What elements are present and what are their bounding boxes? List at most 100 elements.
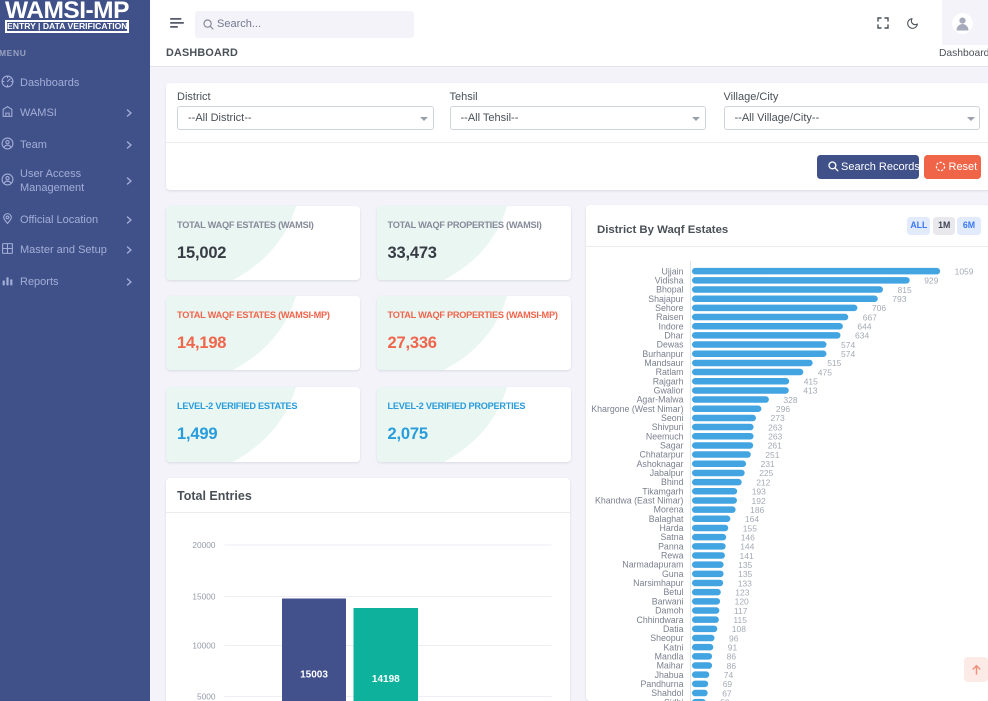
svg-text:263: 263	[768, 431, 782, 441]
svg-text:Maihar: Maihar	[657, 660, 684, 670]
svg-text:Agar-Malwa: Agar-Malwa	[637, 394, 684, 404]
svg-text:59: 59	[720, 697, 730, 701]
svg-text:135: 135	[738, 569, 752, 579]
svg-text:146: 146	[741, 532, 755, 542]
svg-text:86: 86	[727, 651, 737, 661]
svg-text:225: 225	[759, 468, 773, 478]
svg-text:Narmadapuram: Narmadapuram	[622, 559, 683, 569]
svg-text:67: 67	[722, 688, 732, 698]
svg-text:815: 815	[898, 284, 912, 294]
svg-text:667: 667	[863, 312, 877, 322]
svg-text:Bhopal: Bhopal	[656, 284, 683, 294]
svg-text:Harda: Harda	[660, 523, 684, 533]
svg-text:793: 793	[892, 294, 906, 304]
svg-text:Sehore: Sehore	[655, 303, 683, 313]
svg-text:Sidhi: Sidhi	[664, 697, 684, 701]
svg-text:Pandhurna: Pandhurna	[640, 678, 683, 688]
svg-text:Satna: Satna	[661, 532, 684, 542]
svg-text:Ratlam: Ratlam	[656, 367, 684, 377]
svg-text:929: 929	[924, 275, 938, 285]
svg-text:Jabalpur: Jabalpur	[650, 468, 684, 478]
svg-text:Rajgarh: Rajgarh	[653, 376, 684, 386]
svg-text:574: 574	[841, 349, 855, 359]
svg-text:Dewas: Dewas	[657, 339, 684, 349]
svg-text:Sagar: Sagar	[660, 440, 684, 450]
svg-text:Mandla: Mandla	[655, 651, 684, 661]
svg-text:634: 634	[855, 330, 869, 340]
svg-text:Jhabua: Jhabua	[655, 669, 684, 679]
svg-text:144: 144	[740, 541, 754, 551]
svg-text:Seoni: Seoni	[661, 413, 684, 423]
svg-text:Panna: Panna	[658, 541, 684, 551]
svg-text:186: 186	[750, 504, 764, 514]
svg-text:273: 273	[771, 413, 785, 423]
svg-text:Tikamgarh: Tikamgarh	[642, 486, 683, 496]
svg-text:192: 192	[752, 495, 766, 505]
svg-text:Ashoknagar: Ashoknagar	[637, 458, 684, 468]
svg-text:Vidisha: Vidisha	[655, 275, 684, 285]
svg-text:Bhind: Bhind	[661, 477, 684, 487]
svg-text:Chhatarpur: Chhatarpur	[639, 449, 683, 459]
svg-text:328: 328	[783, 394, 797, 404]
svg-text:Shahdol: Shahdol	[651, 688, 683, 698]
svg-text:10000: 10000	[192, 641, 215, 651]
svg-text:123: 123	[735, 587, 749, 597]
svg-text:115: 115	[733, 615, 747, 625]
svg-text:413: 413	[803, 385, 817, 395]
svg-text:5000: 5000	[197, 692, 216, 701]
svg-text:231: 231	[761, 459, 775, 469]
svg-text:Neemuch: Neemuch	[646, 431, 684, 441]
svg-text:86: 86	[727, 660, 737, 670]
svg-text:261: 261	[768, 440, 782, 450]
svg-text:Shivpuri: Shivpuri	[652, 422, 684, 432]
svg-text:Shajapur: Shajapur	[648, 293, 683, 303]
svg-text:96: 96	[729, 633, 739, 643]
svg-text:Rewa: Rewa	[661, 550, 684, 560]
svg-text:133: 133	[738, 578, 752, 588]
svg-text:141: 141	[740, 550, 754, 560]
svg-text:135: 135	[738, 559, 752, 569]
svg-text:1059: 1059	[955, 266, 974, 276]
svg-text:Balaghat: Balaghat	[649, 513, 684, 523]
svg-text:Burhanpur: Burhanpur	[642, 348, 683, 358]
svg-text:475: 475	[818, 367, 832, 377]
svg-text:Gwalior: Gwalior	[654, 385, 684, 395]
svg-text:Damoh: Damoh	[655, 605, 683, 615]
svg-text:108: 108	[732, 624, 746, 634]
svg-text:296: 296	[776, 404, 790, 414]
svg-text:Barwani: Barwani	[652, 596, 684, 606]
svg-text:193: 193	[752, 486, 766, 496]
svg-text:Ujjain: Ujjain	[661, 266, 683, 276]
svg-text:Mandsaur: Mandsaur	[644, 358, 683, 368]
svg-text:706: 706	[872, 303, 886, 313]
svg-text:Khandwa (East Nimar): Khandwa (East Nimar)	[595, 495, 684, 505]
svg-text:251: 251	[765, 449, 779, 459]
svg-text:Indore: Indore	[659, 321, 684, 331]
svg-text:69: 69	[723, 679, 733, 689]
svg-text:91: 91	[728, 642, 738, 652]
svg-text:Raisen: Raisen	[656, 312, 683, 322]
svg-text:644: 644	[857, 321, 871, 331]
svg-text:Datia: Datia	[663, 623, 684, 633]
svg-text:164: 164	[745, 514, 759, 524]
svg-text:117: 117	[734, 605, 748, 615]
svg-text:Sheopur: Sheopur	[650, 633, 683, 643]
svg-text:120: 120	[735, 596, 749, 606]
svg-text:263: 263	[768, 422, 782, 432]
svg-text:20000: 20000	[192, 540, 215, 550]
svg-text:Katni: Katni	[663, 642, 683, 652]
svg-text:Morena: Morena	[654, 504, 684, 514]
svg-text:15003: 15003	[300, 670, 328, 681]
svg-text:74: 74	[724, 670, 734, 680]
svg-text:Chhindwara: Chhindwara	[637, 614, 684, 624]
svg-text:Khargone (West Nimar): Khargone (West Nimar)	[591, 403, 683, 413]
svg-text:212: 212	[756, 477, 770, 487]
svg-text:Betul: Betul	[663, 587, 683, 597]
svg-text:Guna: Guna	[662, 568, 684, 578]
svg-text:Dhar: Dhar	[664, 330, 683, 340]
svg-text:Narsimhapur: Narsimhapur	[633, 578, 683, 588]
svg-text:515: 515	[827, 358, 841, 368]
svg-text:574: 574	[841, 339, 855, 349]
svg-text:155: 155	[743, 523, 757, 533]
svg-text:15000: 15000	[192, 592, 215, 602]
